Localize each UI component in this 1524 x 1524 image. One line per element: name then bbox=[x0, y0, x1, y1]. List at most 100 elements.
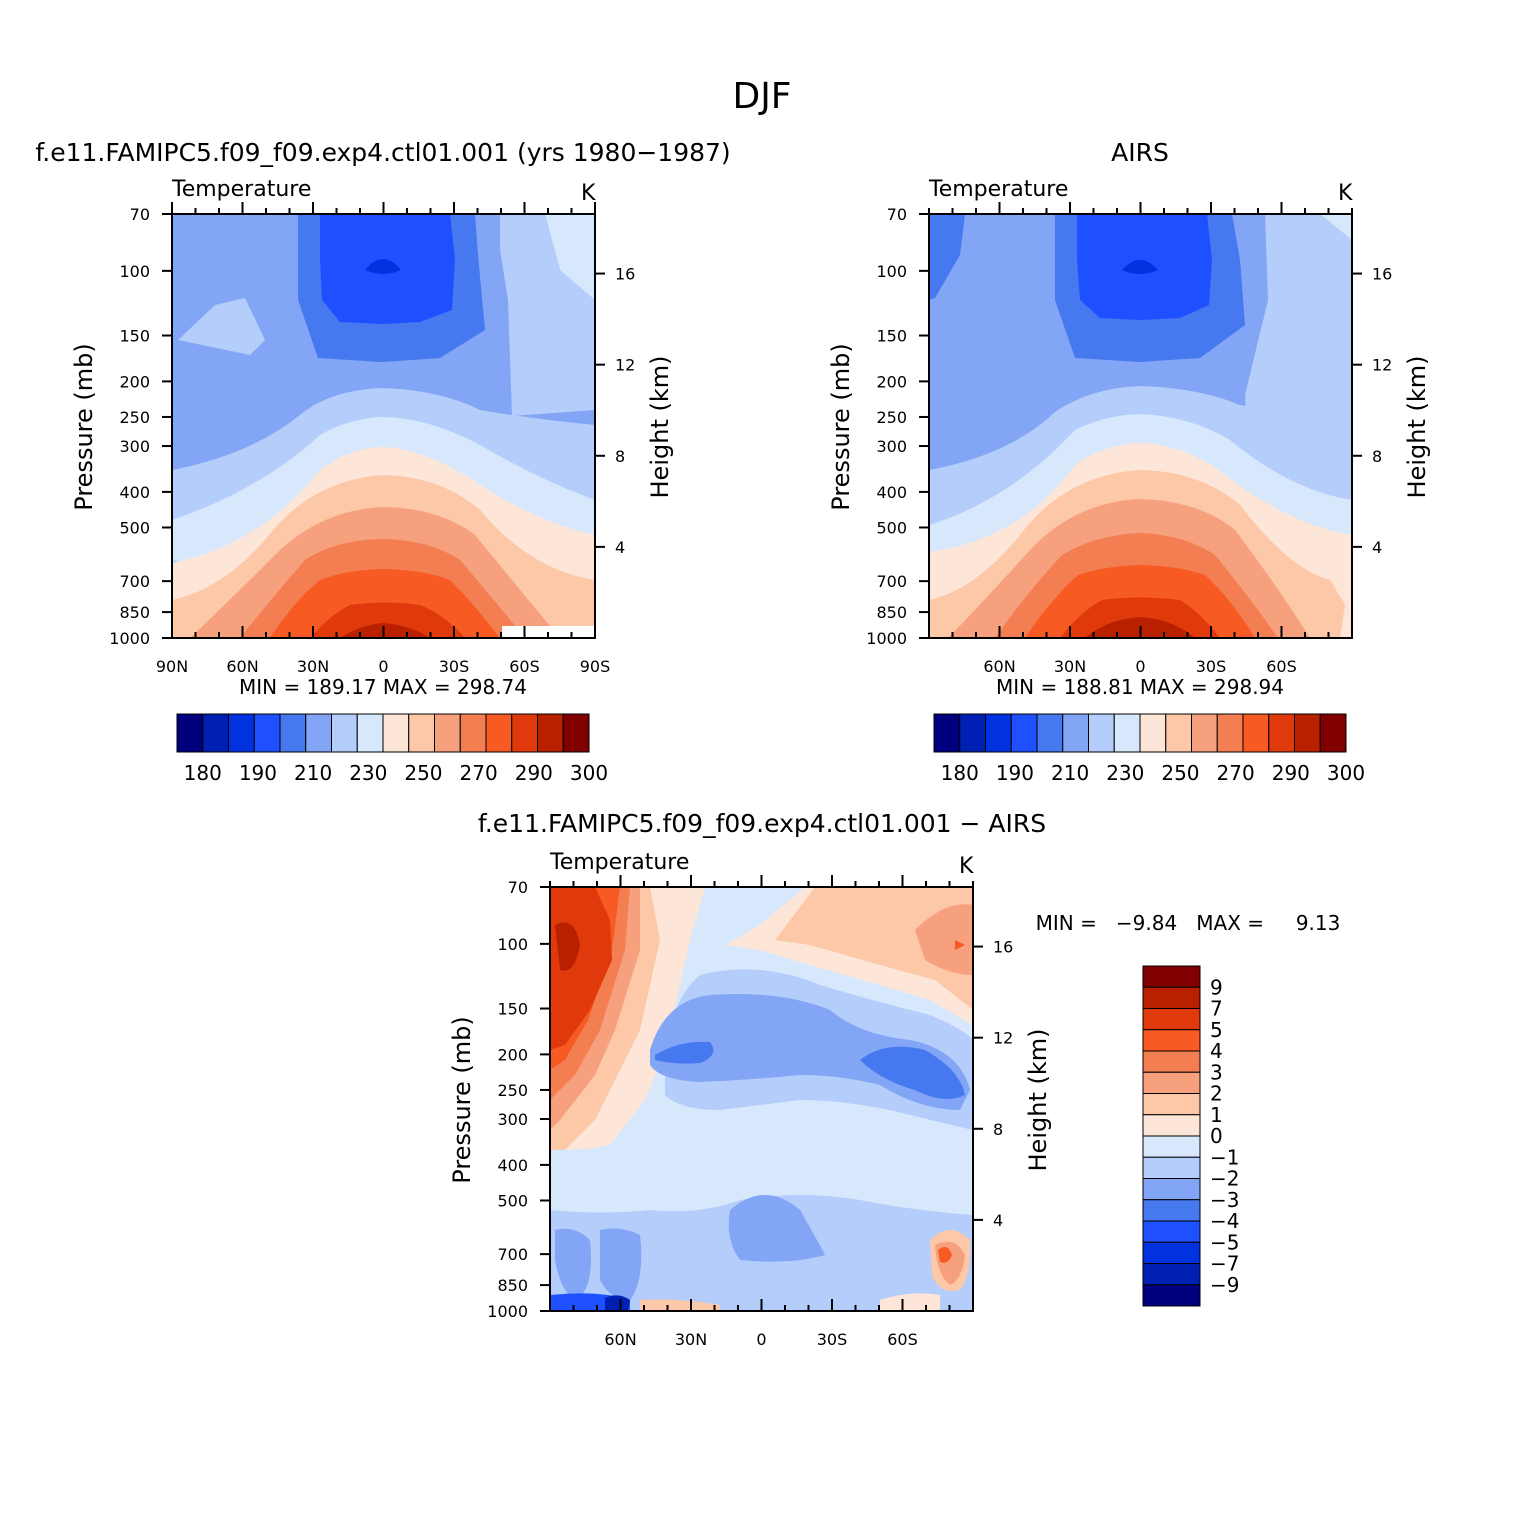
colorbar-swatch bbox=[1010, 713, 1038, 753]
colorbar-swatch bbox=[1142, 1135, 1201, 1158]
height-tick-label: 12 bbox=[1372, 356, 1392, 375]
colorbar-swatch bbox=[382, 713, 410, 753]
colorbar-swatch bbox=[1142, 1241, 1201, 1264]
colorbar-label: 9 bbox=[1210, 975, 1223, 999]
panel-model-stats: MIN = 189.17 MAX = 298.74 bbox=[239, 675, 527, 699]
x-tick-label: 60S bbox=[509, 657, 540, 676]
y-tick-label: 300 bbox=[876, 437, 907, 456]
colorbar-swatch bbox=[356, 713, 384, 753]
colorbar-swatch bbox=[176, 713, 204, 753]
panel-difference-contours bbox=[550, 887, 973, 1311]
y-tick-label: 150 bbox=[119, 327, 150, 346]
x-tick-label: 0 bbox=[1135, 657, 1145, 676]
colorbar-swatch bbox=[1142, 1178, 1201, 1201]
y-tick-label: 400 bbox=[876, 483, 907, 502]
contour-band-upper-right-warm bbox=[1320, 214, 1352, 240]
x-tick-label: 30N bbox=[297, 657, 329, 676]
panel-difference-ylabel-height: Height (km) bbox=[1024, 1029, 1052, 1172]
y-tick-label: 500 bbox=[497, 1191, 528, 1210]
colorbar-label: −3 bbox=[1210, 1188, 1239, 1212]
colorbar-swatch bbox=[202, 713, 229, 753]
panel-difference-variable-label: Temperature bbox=[549, 850, 689, 875]
colorbar-swatch bbox=[1142, 1156, 1201, 1179]
y-tick-label: 250 bbox=[119, 408, 150, 427]
panel-difference-axes: 60N 30N 0 30S 60S 70 100 150 200 250 300 400 500 700 8… bbox=[487, 875, 1013, 1349]
colorbar-swatch bbox=[1268, 713, 1295, 753]
colorbar-swatch bbox=[305, 713, 332, 753]
y-tick-label: 70 bbox=[887, 205, 907, 224]
colorbar-swatch bbox=[408, 713, 435, 753]
contour-band-lower-minus2-right bbox=[728, 1195, 825, 1262]
colorbar-label: 210 bbox=[1051, 761, 1089, 785]
y-tick-label: 850 bbox=[876, 603, 907, 622]
y-tick-label: 300 bbox=[119, 437, 150, 456]
height-tick-label: 8 bbox=[615, 447, 625, 466]
panel-model-colorbar: 180 190 210 230 250 270 290 300 bbox=[176, 713, 608, 785]
panel-model-title: f.e11.FAMIPC5.f09_f09.exp4.ctl01.001 (yr… bbox=[35, 138, 730, 167]
colorbar-label: 180 bbox=[184, 761, 222, 785]
height-tick-label: 8 bbox=[993, 1120, 1003, 1139]
panel-difference-stats: MIN = −9.84 MAX = 9.13 bbox=[1036, 911, 1341, 935]
y-tick-label: 1000 bbox=[866, 629, 907, 648]
colorbar-swatch bbox=[1165, 713, 1192, 753]
y-tick-label: 400 bbox=[497, 1156, 528, 1175]
contour-band-upper-right-2 bbox=[915, 904, 973, 975]
height-tick-label: 8 bbox=[1372, 447, 1382, 466]
contour-band-lower-minus2-left bbox=[555, 1228, 591, 1300]
colorbar-swatch bbox=[1088, 713, 1115, 753]
panel-airs: AIRS Temperature K 60N 30N 0 30S 60S 70 100 150… bbox=[827, 138, 1431, 785]
y-tick-label: 700 bbox=[497, 1245, 528, 1264]
y-tick-label: 250 bbox=[497, 1081, 528, 1100]
panel-airs-ylabel-height: Height (km) bbox=[1403, 356, 1431, 499]
contour-band-mid-minus4-right bbox=[860, 1046, 965, 1099]
colorbar-swatch bbox=[1113, 713, 1141, 753]
colorbar-label: 300 bbox=[1327, 761, 1365, 785]
panel-model-ylabel: Pressure (mb) bbox=[70, 343, 98, 510]
panel-airs-variable-label: Temperature bbox=[928, 177, 1068, 202]
colorbar-label: 230 bbox=[1106, 761, 1144, 785]
colorbar-swatch bbox=[933, 713, 961, 753]
contour-band-left-6 bbox=[555, 922, 580, 971]
x-tick-label: 60S bbox=[887, 1330, 918, 1349]
y-tick-label: 300 bbox=[497, 1110, 528, 1129]
y-tick-label: 70 bbox=[130, 205, 150, 224]
colorbar-swatch bbox=[1242, 713, 1270, 753]
panel-airs-axes: 60N 30N 0 30S 60S 70 100 150 200 250 300 400 500 700 8… bbox=[866, 202, 1392, 676]
panel-airs-ylabel: Pressure (mb) bbox=[827, 343, 855, 510]
y-tick-label: 150 bbox=[876, 327, 907, 346]
height-tick-label: 12 bbox=[993, 1029, 1013, 1048]
colorbar-label: 2 bbox=[1210, 1082, 1223, 1106]
contour-band-left-cold bbox=[929, 214, 965, 300]
contour-band-mid-minus4-left bbox=[655, 1041, 714, 1064]
contour-band-surface-warm bbox=[640, 1299, 720, 1311]
colorbar-label: −1 bbox=[1210, 1145, 1239, 1169]
colorbar-swatch bbox=[1216, 713, 1244, 753]
colorbar-label: −7 bbox=[1210, 1252, 1239, 1276]
y-tick-label: 1000 bbox=[487, 1302, 528, 1321]
y-tick-label: 100 bbox=[876, 262, 907, 281]
x-tick-label: 30S bbox=[817, 1330, 848, 1349]
y-tick-label: 850 bbox=[497, 1276, 528, 1295]
y-tick-label: 500 bbox=[119, 518, 150, 537]
panel-airs-title: AIRS bbox=[1111, 138, 1169, 167]
contour-band-tropopause-coldest bbox=[365, 259, 401, 274]
colorbar-swatch bbox=[1142, 1263, 1201, 1286]
y-tick-label: 100 bbox=[497, 935, 528, 954]
contour-band-left-blob bbox=[178, 298, 265, 355]
page-title: DJF bbox=[732, 76, 791, 117]
colorbar-label: 5 bbox=[1210, 1018, 1223, 1042]
colorbar-swatch bbox=[1142, 1029, 1201, 1052]
panel-difference-ylabel: Pressure (mb) bbox=[448, 1016, 476, 1183]
panel-model-contours bbox=[172, 214, 595, 638]
colorbar-swatch bbox=[1142, 1050, 1201, 1073]
contour-band-right-column bbox=[500, 214, 595, 416]
colorbar-label: 250 bbox=[1161, 761, 1199, 785]
y-tick-label: 200 bbox=[497, 1045, 528, 1064]
panel-airs-contours bbox=[929, 214, 1352, 638]
contour-band-upper-right-1 bbox=[775, 887, 973, 1010]
height-tick-label: 16 bbox=[1372, 265, 1392, 284]
panel-difference: f.e11.FAMIPC5.f09_f09.exp4.ctl01.001 − A… bbox=[448, 809, 1340, 1349]
panel-model-ylabel-height: Height (km) bbox=[646, 356, 674, 499]
colorbar-swatch bbox=[1142, 965, 1201, 988]
